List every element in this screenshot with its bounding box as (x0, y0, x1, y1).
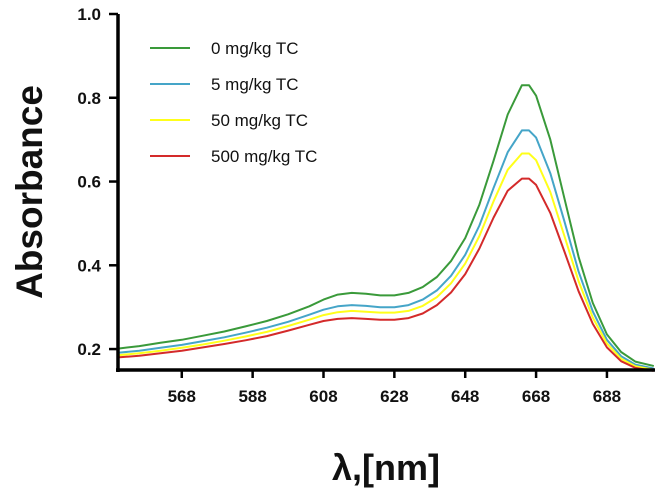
legend-label-0: 0 mg/kg TC (211, 39, 299, 58)
x-axis-title: λ,[nm] (332, 447, 440, 488)
y-ticks: 0.2 0.4 0.6 0.8 1.0 (77, 5, 118, 359)
x-tick-label: 588 (238, 387, 266, 406)
y-tick-label: 0.2 (77, 340, 101, 359)
axes (116, 14, 655, 372)
x-tick-label: 608 (309, 387, 337, 406)
x-tick-label: 568 (168, 387, 196, 406)
plot-lines (117, 84, 654, 372)
legend-label-3: 500 mg/kg TC (211, 147, 317, 166)
legend: 0 mg/kg TC 5 mg/kg TC 50 mg/kg TC 500 mg/kg… (150, 39, 317, 166)
series-line-0 (117, 84, 654, 367)
x-tick-label: 648 (451, 387, 479, 406)
y-tick-label: 0.4 (77, 256, 101, 275)
x-tick-label: 628 (380, 387, 408, 406)
series-line-1 (117, 129, 654, 370)
y-tick-label: 0.6 (77, 173, 101, 192)
y-tick-label: 1.0 (77, 5, 101, 24)
series-line-3 (117, 177, 654, 372)
legend-label-2: 50 mg/kg TC (211, 111, 308, 130)
x-tick-label: 668 (522, 387, 550, 406)
x-tick-label: 688 (593, 387, 621, 406)
y-tick-label: 0.8 (77, 89, 101, 108)
y-axis-title: Absorbance (9, 85, 50, 299)
series-line-2 (117, 152, 654, 371)
legend-label-1: 5 mg/kg TC (211, 75, 299, 94)
x-ticks: 568 588 608 628 648 668 688 (168, 370, 621, 406)
